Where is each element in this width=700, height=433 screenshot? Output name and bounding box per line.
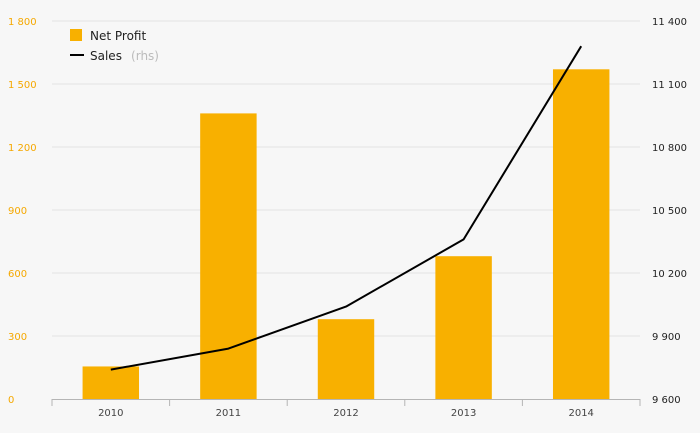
y-right-tick-label: 10 800	[652, 143, 687, 154]
x-tick-label: 2010	[98, 408, 123, 419]
legend-label-sales: Sales	[90, 49, 122, 63]
y-left-tick-label: 1 500	[8, 80, 37, 91]
y-left-tick-label: 1 800	[8, 17, 37, 28]
legend-swatch-net-profit	[70, 29, 82, 41]
x-tick-label: 2011	[216, 408, 241, 419]
y-right-tick-label: 11 400	[652, 17, 687, 28]
bar-net-profit	[82, 366, 140, 399]
legend: Net Profit Sales (rhs)	[70, 29, 159, 64]
line-sales	[110, 45, 583, 371]
y-left-tick-label: 900	[8, 206, 27, 217]
legend-label-sales-note: (rhs)	[131, 49, 159, 63]
line-series	[110, 45, 583, 371]
x-tick-label: 2012	[333, 408, 358, 419]
y-left-tick-label: 1 200	[8, 143, 37, 154]
bar-series	[82, 69, 610, 400]
legend-label-sales-group: Sales (rhs)	[90, 45, 159, 64]
y-right-tick-label: 9 600	[652, 395, 681, 406]
y-left-tick-label: 300	[8, 332, 27, 343]
bar-net-profit	[435, 256, 492, 399]
gridlines	[52, 20, 640, 337]
x-tick-label: 2014	[568, 408, 593, 419]
axes: 0 300 600 900 1 200 1 500 1 800 9 600 9 900 10 20…	[8, 17, 687, 419]
y-left-tick-label: 600	[8, 269, 27, 280]
bar-net-profit	[317, 319, 375, 399]
y-right-tick-label: 10 500	[652, 206, 687, 217]
bar-net-profit	[552, 69, 610, 400]
legend-label-net-profit: Net Profit	[90, 29, 146, 43]
y-right-tick-label: 9 900	[652, 332, 681, 343]
y-right-tick-label: 11 100	[652, 80, 687, 91]
bar-net-profit	[200, 113, 257, 400]
y-right-tick-label: 10 200	[652, 269, 687, 280]
y-left-tick-label: 0	[8, 395, 14, 406]
x-tick-label: 2013	[451, 408, 476, 419]
